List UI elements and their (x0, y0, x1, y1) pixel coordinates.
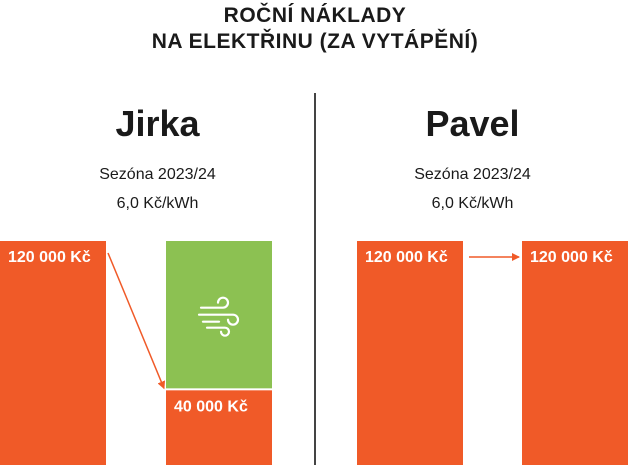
bar-pavel-1 (357, 241, 463, 465)
wind-icon (197, 296, 240, 337)
panel-season-jirka: Sezóna 2023/24 (99, 166, 216, 183)
bar-label-jirka-2: 40 000 Kč (174, 398, 248, 415)
bar-label-pavel-1: 120 000 Kč (365, 249, 448, 266)
panel-price-jirka: 6,0 Kč/kWh (116, 195, 199, 212)
panel-price-pavel: 6,0 Kč/kWh (431, 195, 514, 212)
bar-label-pavel-2: 120 000 Kč (530, 249, 613, 266)
arrow-jirka (107, 252, 166, 390)
panel-name-pavel: Pavel (425, 103, 520, 144)
bar-jirka-2 (166, 390, 272, 465)
panel-divider (314, 93, 316, 465)
bar-pavel-2 (522, 241, 628, 465)
panel-season-pavel: Sezóna 2023/24 (414, 166, 531, 183)
chart-title-line-2: NA ELEKTŘINU (ZA VYTÁPĚNÍ) (151, 30, 479, 53)
panel-name-jirka: Jirka (115, 103, 200, 144)
chart-title-line-1: ROČNÍ NÁKLADY (223, 4, 407, 27)
bar-jirka-1 (0, 241, 106, 465)
bar-label-jirka-1: 120 000 Kč (8, 249, 91, 266)
